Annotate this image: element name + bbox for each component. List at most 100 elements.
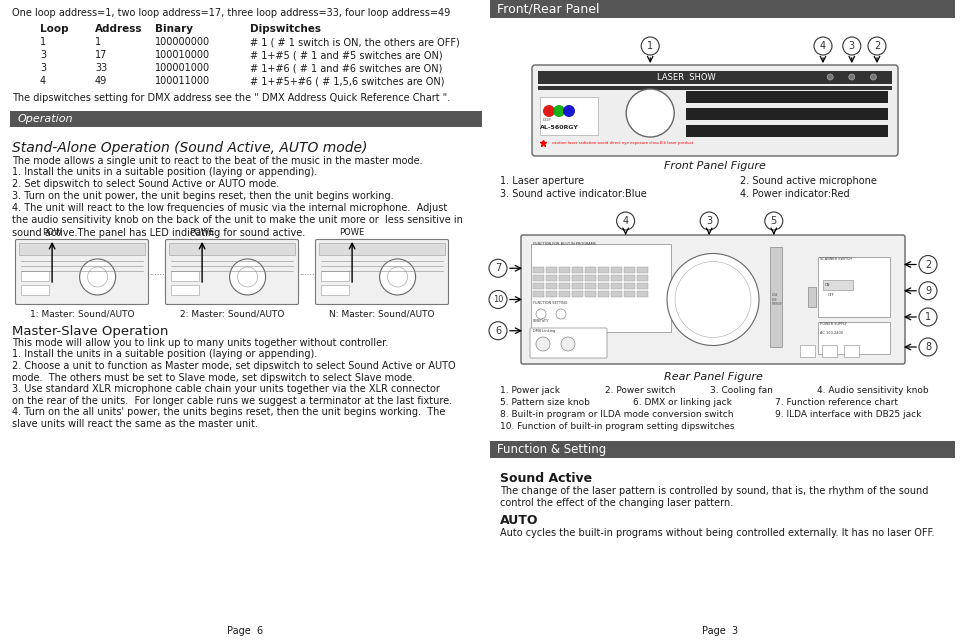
Bar bbox=[686, 125, 888, 137]
Text: 3. Turn on the unit power, the unit begins reset, then the unit begins working.: 3. Turn on the unit power, the unit begi… bbox=[12, 191, 394, 201]
Text: Address: Address bbox=[95, 24, 142, 34]
Bar bbox=[171, 285, 199, 295]
Bar bbox=[598, 291, 609, 297]
Text: 3. Sound active indicator:Blue: 3. Sound active indicator:Blue bbox=[500, 189, 647, 199]
Text: 3. Cooling fan: 3. Cooling fan bbox=[710, 386, 773, 395]
Text: 2. Set dipswitch to select Sound Active or AUTO mode.: 2. Set dipswitch to select Sound Active … bbox=[12, 179, 279, 189]
Text: AL-560RGY: AL-560RGY bbox=[540, 125, 579, 130]
Text: # 1+#5+#6 ( # 1,5,6 switches are ON): # 1+#5+#6 ( # 1,5,6 switches are ON) bbox=[250, 76, 444, 86]
Bar bbox=[598, 267, 609, 273]
Bar bbox=[611, 291, 622, 297]
Bar bbox=[686, 108, 888, 120]
Text: Page  6: Page 6 bbox=[227, 626, 263, 636]
Text: AC 100-240V: AC 100-240V bbox=[820, 331, 843, 335]
Bar bbox=[546, 283, 557, 289]
Text: POWE: POWE bbox=[189, 228, 215, 237]
Circle shape bbox=[919, 256, 937, 274]
Text: POW: POW bbox=[42, 228, 62, 237]
Bar bbox=[546, 291, 557, 297]
Bar bbox=[818, 257, 890, 317]
Text: 1: Master: Sound/AUTO: 1: Master: Sound/AUTO bbox=[30, 309, 134, 318]
Text: 4. The unit will react to the low frequencies of music via the internal micropho: 4. The unit will react to the low freque… bbox=[12, 203, 463, 238]
Bar bbox=[572, 267, 583, 273]
Text: This mode will allow you to link up to many units together without controller.: This mode will allow you to link up to m… bbox=[12, 338, 388, 348]
Text: The dipswitches setting for DMX address see the " DMX Address Quick Reference Ch: The dipswitches setting for DMX address … bbox=[12, 93, 450, 103]
Bar bbox=[559, 291, 570, 297]
Bar bbox=[321, 271, 349, 281]
Text: 4. Power indicator:Red: 4. Power indicator:Red bbox=[740, 189, 850, 199]
Circle shape bbox=[489, 290, 507, 308]
Text: 100001000: 100001000 bbox=[155, 63, 210, 73]
Text: Front Panel Figure: Front Panel Figure bbox=[664, 161, 766, 171]
Circle shape bbox=[667, 254, 759, 345]
Bar bbox=[533, 275, 544, 281]
Circle shape bbox=[616, 212, 635, 230]
Text: 6: 6 bbox=[495, 326, 501, 336]
Bar bbox=[572, 283, 583, 289]
Text: 7: 7 bbox=[494, 263, 501, 273]
Bar bbox=[624, 275, 635, 281]
Circle shape bbox=[849, 74, 854, 80]
Bar bbox=[598, 283, 609, 289]
Text: FUNCTION FOR BUILT-IN PROGRAMS: FUNCTION FOR BUILT-IN PROGRAMS bbox=[533, 242, 596, 246]
Text: Front/Rear Panel: Front/Rear Panel bbox=[497, 3, 599, 15]
Text: Loop: Loop bbox=[40, 24, 68, 34]
Text: 2: Master: Sound/AUTO: 2: Master: Sound/AUTO bbox=[180, 309, 284, 318]
Circle shape bbox=[843, 37, 861, 55]
Bar bbox=[624, 267, 635, 273]
Text: 10: 10 bbox=[492, 295, 503, 304]
Text: ......: ...... bbox=[149, 267, 165, 276]
Bar bbox=[823, 345, 837, 357]
Text: Page  3: Page 3 bbox=[702, 626, 738, 636]
Bar bbox=[533, 283, 544, 289]
Text: 2: 2 bbox=[924, 260, 931, 269]
Text: 49: 49 bbox=[95, 76, 108, 86]
Circle shape bbox=[489, 322, 507, 340]
Circle shape bbox=[700, 212, 718, 230]
Text: 2. Sound active microphone: 2. Sound active microphone bbox=[740, 176, 876, 186]
Bar bbox=[538, 71, 892, 84]
Text: 4. Audio sensitivity knob: 4. Audio sensitivity knob bbox=[817, 386, 928, 395]
Bar bbox=[611, 283, 622, 289]
Text: 6. DMX or linking jack: 6. DMX or linking jack bbox=[633, 398, 732, 407]
Circle shape bbox=[379, 259, 416, 295]
Bar bbox=[823, 280, 853, 290]
Bar bbox=[686, 91, 888, 103]
Text: SENSITIVITY: SENSITIVITY bbox=[533, 319, 550, 323]
Bar bbox=[624, 283, 635, 289]
Bar bbox=[637, 283, 648, 289]
Bar bbox=[585, 291, 596, 297]
Bar bbox=[637, 275, 648, 281]
Text: Operation: Operation bbox=[18, 114, 74, 124]
Bar bbox=[490, 441, 955, 458]
Text: 3: 3 bbox=[40, 63, 46, 73]
Circle shape bbox=[814, 37, 832, 55]
Text: 10. Function of built-in program setting dipswitches: 10. Function of built-in program setting… bbox=[500, 422, 734, 431]
Text: AUTO: AUTO bbox=[500, 514, 539, 527]
Text: DGP: DGP bbox=[543, 118, 552, 122]
Bar bbox=[770, 247, 782, 347]
Text: Binary: Binary bbox=[155, 24, 193, 34]
Text: # 1+#5 ( # 1 and #5 switches are ON): # 1+#5 ( # 1 and #5 switches are ON) bbox=[250, 50, 443, 60]
Text: N: Master: Sound/AUTO: N: Master: Sound/AUTO bbox=[329, 309, 435, 318]
Bar bbox=[585, 283, 596, 289]
Text: 1: 1 bbox=[95, 37, 101, 47]
Bar bbox=[10, 111, 482, 127]
Bar bbox=[531, 244, 671, 332]
Text: OFF: OFF bbox=[828, 293, 835, 297]
Circle shape bbox=[561, 337, 575, 351]
Circle shape bbox=[543, 105, 555, 117]
Text: 8. Built-in program or ILDA mode conversion switch: 8. Built-in program or ILDA mode convers… bbox=[500, 410, 733, 419]
Text: 3: 3 bbox=[40, 50, 46, 60]
Text: Dipswitches: Dipswitches bbox=[250, 24, 321, 34]
Text: 2. Choose a unit to function as Master mode, set dipswitch to select Sound Activ: 2. Choose a unit to function as Master m… bbox=[12, 361, 456, 383]
Text: 3. Use standard XLR microphone cable chain your units together via the XLR conne: 3. Use standard XLR microphone cable cha… bbox=[12, 384, 452, 406]
Bar bbox=[801, 345, 815, 357]
Circle shape bbox=[626, 89, 674, 137]
Text: 1: 1 bbox=[40, 37, 46, 47]
Text: One loop address=1, two loop address=17, three loop address=33, four loop addres: One loop address=1, two loop address=17,… bbox=[12, 8, 450, 18]
Text: 1: 1 bbox=[924, 312, 931, 322]
Circle shape bbox=[80, 259, 115, 295]
Bar bbox=[490, 0, 955, 18]
Text: 100011000: 100011000 bbox=[155, 76, 210, 86]
